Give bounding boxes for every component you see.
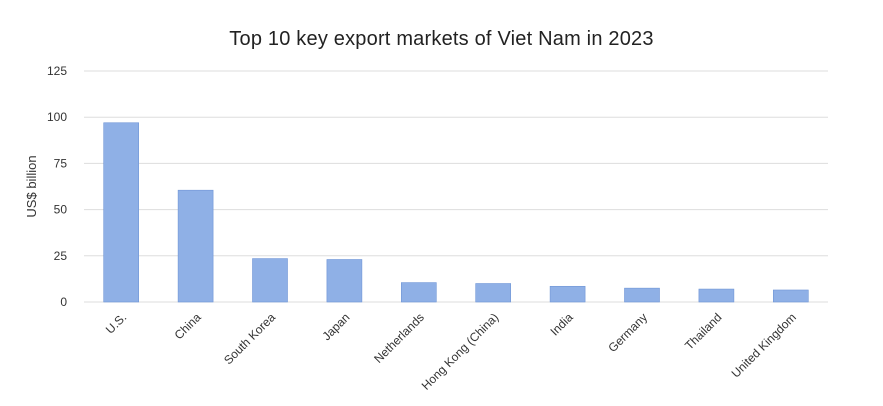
y-tick-label: 125 [47, 64, 67, 78]
bar-china [177, 189, 214, 303]
y-tick-label: 0 [60, 295, 67, 309]
x-tick-label: Netherlands [371, 310, 427, 366]
x-tick-label: South Korea [221, 310, 278, 367]
y-tick-label: 25 [54, 249, 68, 263]
bar-hong-kong-china [475, 283, 512, 303]
y-axis-label: US$ billion [24, 155, 39, 217]
x-tick-label: China [172, 310, 204, 342]
x-tick-label: Germany [605, 310, 650, 355]
bar-germany [624, 287, 660, 303]
y-tick-label: 75 [54, 156, 68, 170]
y-axis-ticks: 0 25 50 75 100 125 [47, 64, 67, 309]
bar-south-korea [252, 258, 288, 303]
x-axis-ticks: U.S. China South Korea Japan NetherlandsHong… [103, 310, 799, 393]
y-tick-label: 100 [47, 110, 67, 124]
bar-india [549, 285, 586, 303]
x-tick-label: U.S. [103, 310, 129, 336]
bar-u-s [103, 122, 139, 303]
bars [103, 122, 809, 303]
y-tick-label: 50 [54, 203, 68, 217]
x-tick-label: Thailand [682, 310, 724, 352]
bar-thailand [698, 288, 735, 303]
chart-title: Top 10 key export markets of Viet Nam in… [229, 28, 654, 50]
x-tick-label: United Kingdom [729, 310, 799, 380]
bar-united-kingdom [772, 289, 809, 303]
x-tick-label: Hong Kong (China) [419, 310, 502, 393]
x-tick-label: India [547, 310, 576, 339]
x-tick-label: Japan [319, 310, 352, 343]
bar-netherlands [400, 282, 437, 303]
bar-japan [326, 259, 363, 303]
